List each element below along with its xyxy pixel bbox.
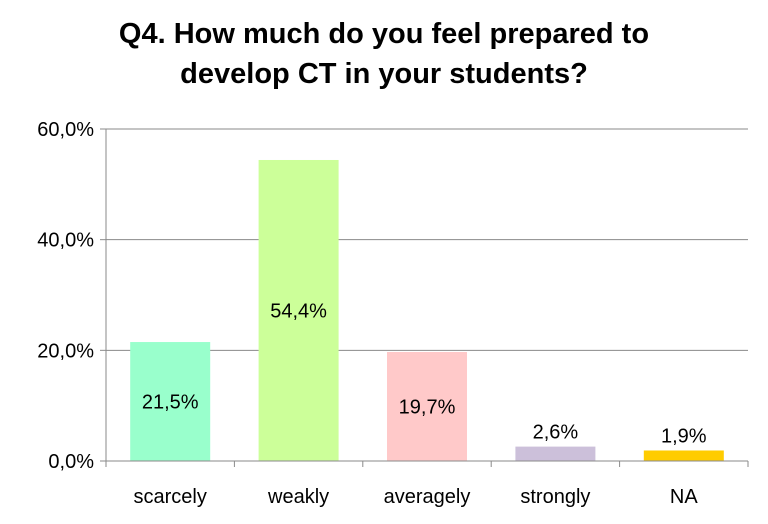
- data-label: 2,6%: [533, 422, 579, 444]
- x-tick-label: weakly: [267, 486, 329, 508]
- bar-na: [643, 450, 724, 461]
- x-tick-label: strongly: [520, 486, 590, 508]
- x-tick-label: averagely: [384, 486, 471, 508]
- x-tick-label: NA: [670, 486, 698, 508]
- bar-weakly: [258, 159, 339, 461]
- bar-averagely: [387, 351, 467, 461]
- y-tick-label: 0,0%: [48, 451, 94, 473]
- chart-title-line-2: develop CT in your students?: [180, 58, 588, 90]
- chart-title-line-1: Q4. How much do you feel prepared to: [118, 18, 650, 50]
- x-tick-label: scarcely: [134, 486, 207, 508]
- chart-title: Q4. How much do you feel prepared to dev…: [0, 14, 768, 94]
- data-label: 19,7%: [399, 396, 456, 418]
- data-label: 1,9%: [661, 425, 707, 447]
- y-tick-label: 40,0%: [37, 230, 94, 252]
- bar-strongly: [515, 446, 596, 461]
- y-tick-label: 20,0%: [37, 340, 94, 362]
- data-label: 21,5%: [142, 392, 199, 414]
- bar-scarcely: [130, 342, 211, 461]
- data-label: 54,4%: [270, 300, 327, 322]
- y-tick-label: 60,0%: [37, 119, 94, 141]
